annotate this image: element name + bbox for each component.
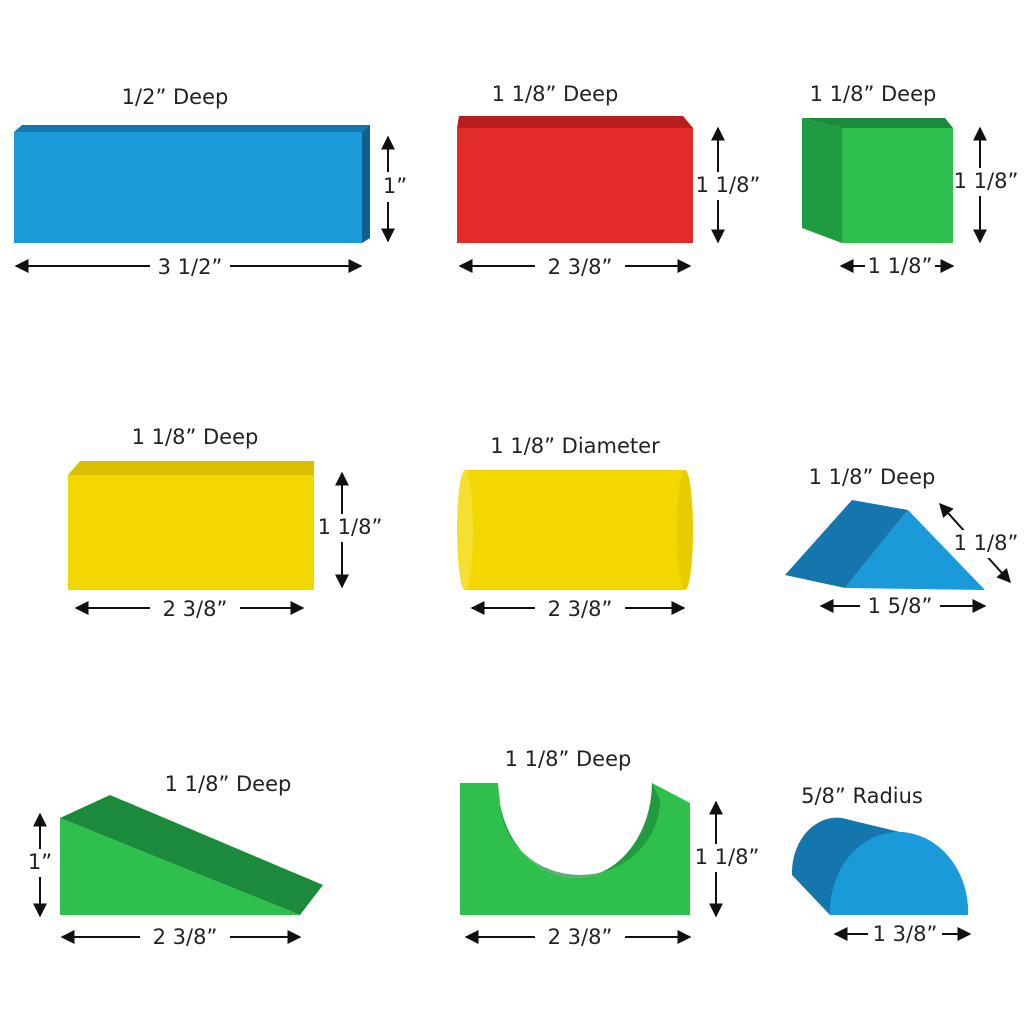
depth-label: 5/8” Radius	[801, 784, 923, 808]
width-label: 2 3/8”	[153, 925, 218, 949]
depth-label: 1 1/8” Deep	[809, 465, 936, 489]
label-bg	[320, 514, 380, 542]
label-bg	[140, 924, 230, 952]
green-cube	[802, 118, 953, 243]
label-bg	[698, 844, 756, 872]
height-label: 1 1/8”	[954, 169, 1019, 193]
width-label: 2 3/8”	[548, 255, 613, 279]
width-label: 3 1/2”	[158, 255, 223, 279]
red-block	[457, 116, 693, 243]
width-label: 1 3/8”	[873, 922, 938, 946]
label-bg	[860, 593, 940, 621]
label-bg	[150, 595, 240, 623]
width-label: 2 3/8”	[548, 925, 613, 949]
yellow-block	[68, 461, 314, 590]
green-arch	[460, 783, 690, 915]
label-bg	[958, 530, 1018, 558]
blue-half-cylinder	[791, 817, 969, 915]
depth-label: 1 1/8” Diameter	[490, 434, 660, 458]
label-bg	[535, 252, 625, 280]
depth-label: 1 1/8” Deep	[165, 772, 292, 796]
depth-label: 1/2” Deep	[122, 85, 229, 109]
label-bg	[868, 921, 942, 949]
label-bg	[535, 595, 625, 623]
label-bg	[958, 168, 1018, 196]
height-label: 1 1/8”	[318, 515, 383, 539]
height-label: 1”	[383, 174, 407, 198]
height-label: 1 1/8”	[696, 173, 761, 197]
green-wedge	[60, 795, 323, 915]
label-bg	[150, 252, 230, 280]
label-bg	[375, 172, 405, 202]
width-label: 2 3/8”	[548, 597, 613, 621]
depth-label: 1 1/8” Deep	[810, 82, 937, 106]
side-label: 1 1/8”	[954, 531, 1019, 555]
label-bg	[700, 172, 756, 200]
width-label: 2 3/8”	[163, 597, 228, 621]
width-label: 1 1/8”	[868, 254, 933, 278]
height-label: 1”	[28, 850, 52, 874]
blue-block	[14, 125, 370, 243]
depth-label: 1 1/8” Deep	[505, 747, 632, 771]
label-bg	[535, 924, 625, 952]
depth-label: 1 1/8” Deep	[132, 425, 259, 449]
label-bg	[28, 849, 54, 877]
width-label: 1 5/8”	[868, 594, 933, 618]
height-label: 1 1/8”	[695, 845, 760, 869]
yellow-cylinder	[457, 470, 693, 590]
label-bg	[865, 253, 935, 279]
depth-label: 1 1/8” Deep	[492, 82, 619, 106]
